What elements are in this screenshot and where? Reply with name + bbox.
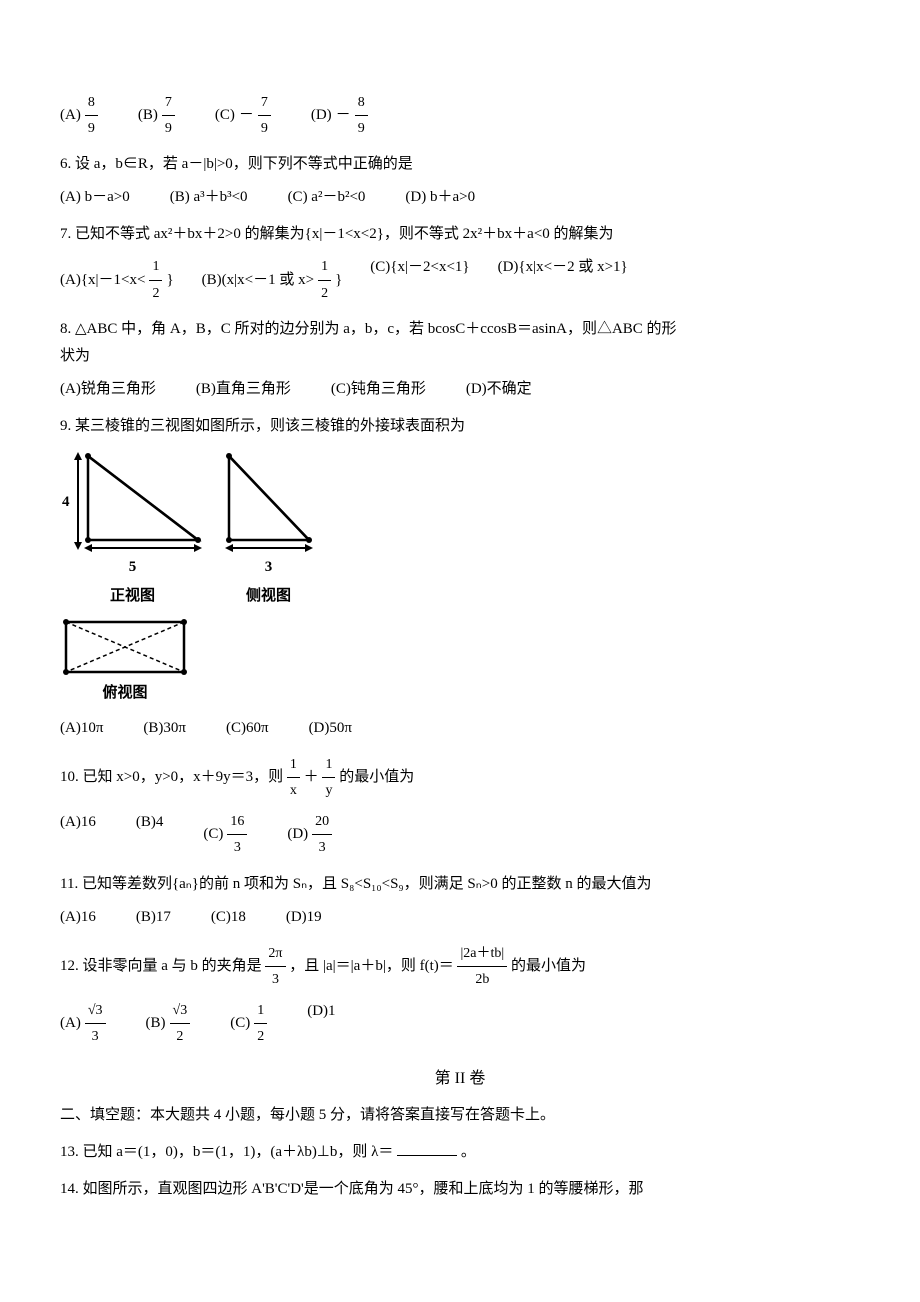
question-6: 6. 设 a，b∈R，若 a－|b|>0，则下列不等式中正确的是 (A) b－a… <box>60 151 860 211</box>
option-d: (D) － 8 9 <box>311 90 368 141</box>
neg-sign: － <box>239 102 254 129</box>
question-text: 9. 某三棱锥的三视图如图所示，则该三棱锥的外接球表面积为 <box>60 413 860 440</box>
question-text: 12. 设非零向量 a 与 b 的夹角是 2π 3 ，且 |a|＝|a＋b|，则… <box>60 941 860 992</box>
side-view: 3 侧视图 <box>221 448 316 610</box>
option-a: (A) b－a>0 <box>60 184 130 211</box>
option-b: (B)(x|x<－1 或 x> 1 2 } <box>202 254 343 305</box>
options-row: (A)16 (B)17 (C)18 (D)19 <box>60 904 860 931</box>
option-a: (A)16 <box>60 809 96 860</box>
question-text: 7. 已知不等式 ax²＋bx＋2>0 的解集为{x|－1<x<2}，则不等式 … <box>60 221 860 248</box>
option-d: (D) 20 3 <box>287 809 332 860</box>
option-b: (B)直角三角形 <box>196 376 291 403</box>
question-10: 10. 已知 x>0，y>0，x＋9y＝3，则 1 x ＋ 1 y 的最小值为 … <box>60 752 860 861</box>
question-5-options: (A) 8 9 (B) 7 9 (C) － 7 9 (D) － 8 <box>60 90 860 141</box>
option-label: (C) <box>215 102 235 129</box>
option-c: (C) a²－b²<0 <box>288 184 366 211</box>
three-views-figure: 4 5 正视图 <box>60 448 860 707</box>
option-label: (A) <box>60 102 81 129</box>
option-a: (A)10π <box>60 715 103 742</box>
fraction: 1 y <box>322 752 335 803</box>
question-9: 9. 某三棱锥的三视图如图所示，则该三棱锥的外接球表面积为 4 <box>60 413 860 742</box>
question-text: 8. △ABC 中，角 A，B，C 所对的边分别为 a，b，c，若 bcosC＋… <box>60 316 860 343</box>
option-a: (A){x|－1<x< 1 2 } <box>60 254 174 305</box>
base-label: 5 <box>129 559 137 575</box>
height-label: 4 <box>62 494 70 510</box>
options-row: (A){x|－1<x< 1 2 } (B)(x|x<－1 或 x> 1 2 } … <box>60 254 860 305</box>
fraction: 8 9 <box>85 90 98 141</box>
option-b: (B)30π <box>143 715 186 742</box>
option-a: (A)锐角三角形 <box>60 376 156 403</box>
fraction: 1 x <box>287 752 300 803</box>
options-row: (A)锐角三角形 (B)直角三角形 (C)钝角三角形 (D)不确定 <box>60 376 860 403</box>
section-intro: 二、填空题：本大题共 4 小题，每小题 5 分，请将答案直接写在答题卡上。 <box>60 1102 860 1129</box>
fraction: 16 3 <box>227 809 247 860</box>
option-label: (B) <box>138 102 158 129</box>
option-a: (A)16 <box>60 904 96 931</box>
fraction: 1 2 <box>254 998 267 1049</box>
option-c: (C)60π <box>226 715 269 742</box>
option-b: (B)17 <box>136 904 171 931</box>
options-row: (A)10π (B)30π (C)60π (D)50π <box>60 715 860 742</box>
question-12: 12. 设非零向量 a 与 b 的夹角是 2π 3 ，且 |a|＝|a＋b|，则… <box>60 941 860 1050</box>
view-label: 俯视图 <box>102 680 147 707</box>
option-d: (D)不确定 <box>466 376 532 403</box>
question-text: 10. 已知 x>0，y>0，x＋9y＝3，则 1 x ＋ 1 y 的最小值为 <box>60 752 860 803</box>
fraction: 20 3 <box>312 809 332 860</box>
question-text: 状为 <box>60 343 860 370</box>
options-row: (A) √3 3 (B) √3 2 (C) 1 2 (D)1 <box>60 998 860 1049</box>
answer-blank <box>397 1140 457 1156</box>
question-7: 7. 已知不等式 ax²＋bx＋2>0 的解集为{x|－1<x<2}，则不等式 … <box>60 221 860 305</box>
option-d: (D)1 <box>307 998 335 1049</box>
front-view-svg: 4 <box>60 448 205 558</box>
option-a: (A) 8 9 <box>60 90 98 141</box>
fraction: 7 9 <box>162 90 175 141</box>
option-d: (D){x|x<－2 或 x>1} <box>498 254 628 305</box>
top-view-svg <box>60 616 190 678</box>
views-row-bottom: 俯视图 <box>60 616 860 707</box>
fraction: 8 9 <box>355 90 368 141</box>
fraction: |2a＋tb| 2b <box>457 941 507 992</box>
option-c: (C)钝角三角形 <box>331 376 426 403</box>
top-view: 俯视图 <box>60 616 190 707</box>
question-11: 11. 已知等差数列{aₙ}的前 n 项和为 Sₙ，且 S₈<S₁₀<S₉，则满… <box>60 871 860 931</box>
fraction: 7 9 <box>258 90 271 141</box>
fraction: 1 2 <box>318 254 331 305</box>
option-b: (B) a³＋b³<0 <box>170 184 248 211</box>
fraction: 2π 3 <box>265 941 285 992</box>
option-a: (A) √3 3 <box>60 998 106 1049</box>
neg-sign: － <box>336 102 351 129</box>
option-d: (D) b＋a>0 <box>405 184 475 211</box>
options-row: (A) 8 9 (B) 7 9 (C) － 7 9 (D) － 8 <box>60 90 860 141</box>
front-view: 4 5 正视图 <box>60 448 205 610</box>
option-c: (C){x|－2<x<1} <box>370 254 469 305</box>
option-label: (D) <box>311 102 332 129</box>
option-b: (B) √3 2 <box>146 998 191 1049</box>
question-text: 11. 已知等差数列{aₙ}的前 n 项和为 Sₙ，且 S₈<S₁₀<S₉，则满… <box>60 871 860 898</box>
option-b: (B) 7 9 <box>138 90 175 141</box>
option-c: (C) 16 3 <box>203 809 247 860</box>
option-d: (D)19 <box>286 904 322 931</box>
view-label: 正视图 <box>110 583 155 610</box>
fraction: √3 2 <box>170 998 191 1049</box>
options-row: (A)16 (B)4 (C) 16 3 (D) 20 3 <box>60 809 860 860</box>
option-d: (D)50π <box>309 715 352 742</box>
options-row: (A) b－a>0 (B) a³＋b³<0 (C) a²－b²<0 (D) b＋… <box>60 184 860 211</box>
view-label: 侧视图 <box>246 583 291 610</box>
fraction: √3 3 <box>85 998 106 1049</box>
question-13: 13. 已知 a＝(1，0)，b＝(1，1)，(a＋λb)⊥b，则 λ＝ 。 <box>60 1139 860 1166</box>
question-14: 14. 如图所示，直观图四边形 A'B'C'D'是一个底角为 45°，腰和上底均… <box>60 1176 860 1203</box>
fraction: 1 2 <box>149 254 162 305</box>
option-c: (C) 1 2 <box>230 998 267 1049</box>
question-text: 14. 如图所示，直观图四边形 A'B'C'D'是一个底角为 45°，腰和上底均… <box>60 1176 860 1203</box>
question-text: 6. 设 a，b∈R，若 a－|b|>0，则下列不等式中正确的是 <box>60 151 860 178</box>
question-text: 13. 已知 a＝(1，0)，b＝(1，1)，(a＋λb)⊥b，则 λ＝ <box>60 1144 393 1160</box>
side-view-svg <box>221 448 316 558</box>
base-label: 3 <box>265 559 273 575</box>
option-b: (B)4 <box>136 809 164 860</box>
question-8: 8. △ABC 中，角 A，B，C 所对的边分别为 a，b，c，若 bcosC＋… <box>60 316 860 403</box>
option-c: (C)18 <box>211 904 246 931</box>
section-title: 第 II 卷 <box>60 1065 860 1094</box>
views-row-top: 4 5 正视图 <box>60 448 860 610</box>
option-c: (C) － 7 9 <box>215 90 271 141</box>
